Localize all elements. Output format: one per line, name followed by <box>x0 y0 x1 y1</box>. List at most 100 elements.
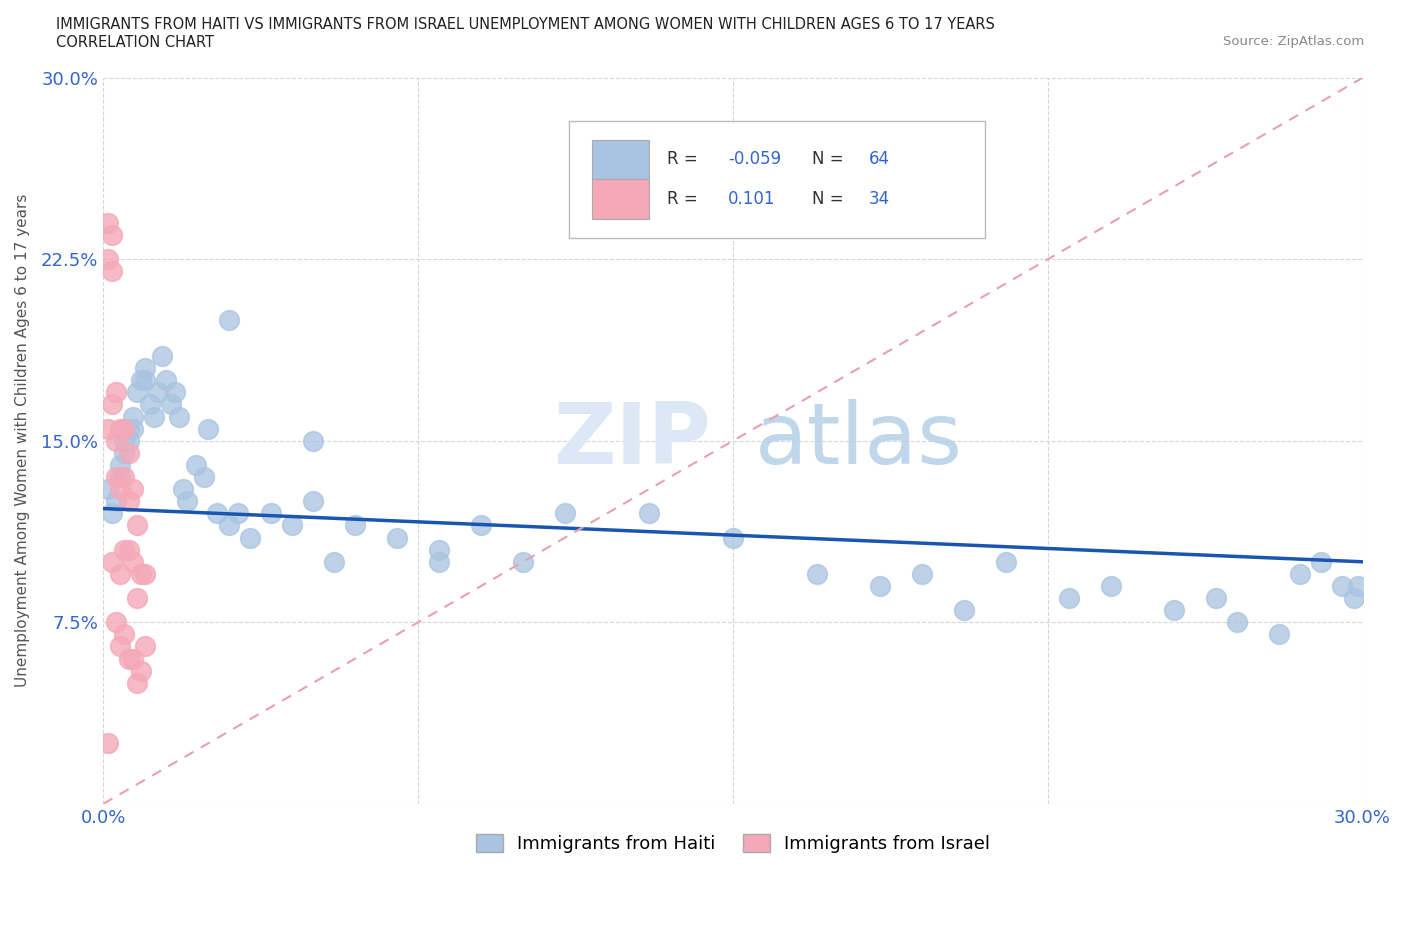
Point <box>117 494 139 509</box>
Point <box>1288 566 1310 581</box>
Point <box>112 433 135 448</box>
Point <box>869 578 891 593</box>
Point <box>117 651 139 666</box>
Text: -0.059: -0.059 <box>728 151 782 168</box>
Text: ZIP: ZIP <box>554 399 711 483</box>
Point <box>721 530 744 545</box>
Text: N =: N = <box>813 191 849 208</box>
FancyBboxPatch shape <box>592 179 648 219</box>
Point <box>142 409 165 424</box>
Point <box>302 494 325 509</box>
Point <box>952 603 974 618</box>
Point <box>108 458 131 472</box>
Point <box>302 433 325 448</box>
Point <box>134 566 156 581</box>
Point <box>125 591 148 605</box>
Point <box>117 445 139 460</box>
Point <box>104 433 127 448</box>
Point <box>96 421 118 436</box>
Point <box>281 518 304 533</box>
Point <box>1099 578 1122 593</box>
Point <box>104 494 127 509</box>
Point <box>96 216 118 231</box>
Point <box>470 518 492 533</box>
FancyBboxPatch shape <box>569 121 984 237</box>
Point <box>1347 578 1369 593</box>
Point <box>239 530 262 545</box>
Text: 0.101: 0.101 <box>728 191 776 208</box>
Point <box>125 385 148 400</box>
Point <box>117 542 139 557</box>
Point <box>260 506 283 521</box>
Point <box>100 397 122 412</box>
Text: CORRELATION CHART: CORRELATION CHART <box>56 35 214 50</box>
Point <box>159 397 181 412</box>
Point <box>806 566 828 581</box>
Point <box>112 627 135 642</box>
Point <box>1226 615 1249 630</box>
Point <box>121 421 143 436</box>
Text: 34: 34 <box>869 191 890 208</box>
Point <box>385 530 408 545</box>
Point <box>512 554 534 569</box>
Point <box>911 566 934 581</box>
Point <box>163 385 186 400</box>
Text: Source: ZipAtlas.com: Source: ZipAtlas.com <box>1223 35 1364 48</box>
Point <box>193 470 215 485</box>
Point <box>96 482 118 497</box>
Point <box>134 639 156 654</box>
Point <box>108 566 131 581</box>
Point <box>104 615 127 630</box>
Point <box>1330 578 1353 593</box>
Point <box>176 494 198 509</box>
Point <box>104 385 127 400</box>
Point <box>205 506 228 521</box>
Point <box>100 554 122 569</box>
Point <box>167 409 190 424</box>
Text: atlas: atlas <box>755 399 963 483</box>
Text: IMMIGRANTS FROM HAITI VS IMMIGRANTS FROM ISRAEL UNEMPLOYMENT AMONG WOMEN WITH CH: IMMIGRANTS FROM HAITI VS IMMIGRANTS FROM… <box>56 17 995 32</box>
Point <box>427 554 450 569</box>
Point <box>112 542 135 557</box>
Point <box>125 518 148 533</box>
Point <box>96 736 118 751</box>
Text: N =: N = <box>813 151 849 168</box>
Point <box>323 554 346 569</box>
Text: 64: 64 <box>869 151 890 168</box>
Point <box>184 458 207 472</box>
Point <box>108 482 131 497</box>
Point <box>134 373 156 388</box>
Point <box>100 228 122 243</box>
Point <box>117 433 139 448</box>
Point <box>994 554 1017 569</box>
Point <box>117 421 139 436</box>
Point <box>1309 554 1331 569</box>
Point <box>226 506 249 521</box>
Point <box>218 518 240 533</box>
Point <box>344 518 367 533</box>
Point <box>146 385 169 400</box>
Point <box>100 506 122 521</box>
Point <box>638 506 661 521</box>
Y-axis label: Unemployment Among Women with Children Ages 6 to 17 years: Unemployment Among Women with Children A… <box>15 194 30 687</box>
Point <box>129 663 152 678</box>
Point <box>172 482 194 497</box>
Point <box>129 566 152 581</box>
Point <box>763 216 786 231</box>
Point <box>104 470 127 485</box>
Point <box>1205 591 1227 605</box>
Point <box>427 542 450 557</box>
Point <box>1267 627 1289 642</box>
Point <box>197 421 219 436</box>
Legend: Immigrants from Haiti, Immigrants from Israel: Immigrants from Haiti, Immigrants from I… <box>468 826 997 860</box>
Point <box>121 554 143 569</box>
Point <box>112 421 135 436</box>
Point <box>121 409 143 424</box>
Text: R =: R = <box>668 151 703 168</box>
Point <box>138 397 160 412</box>
Point <box>150 349 173 364</box>
Point <box>1163 603 1185 618</box>
Point <box>108 470 131 485</box>
Point <box>112 445 135 460</box>
Point <box>100 264 122 279</box>
